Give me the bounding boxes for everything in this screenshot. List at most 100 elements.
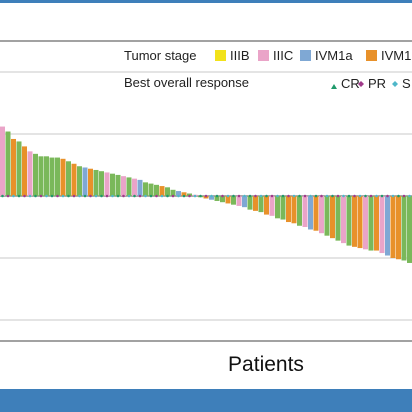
legend-stage-label: IIIC <box>273 48 293 63</box>
response-marker <box>39 194 43 198</box>
response-marker <box>23 194 26 198</box>
response-marker <box>375 194 378 198</box>
response-marker <box>12 194 15 198</box>
response-marker <box>1 194 4 198</box>
bar <box>253 196 258 211</box>
bar <box>341 196 346 244</box>
bar <box>22 146 27 196</box>
legend-response-label: CR <box>341 76 360 91</box>
response-marker <box>287 194 290 198</box>
bar <box>77 166 82 196</box>
response-marker <box>397 194 400 198</box>
response-marker <box>160 194 164 198</box>
response-marker <box>342 194 345 198</box>
response-marker <box>138 194 142 198</box>
plot-frame <box>0 40 412 342</box>
bar <box>275 196 280 219</box>
response-marker <box>166 194 169 198</box>
legend-response-label: S <box>402 76 411 91</box>
response-marker <box>105 194 109 198</box>
response-marker <box>281 194 285 198</box>
response-marker <box>149 194 153 198</box>
legend-marker <box>358 81 364 87</box>
response-marker <box>100 194 103 198</box>
bar <box>368 196 374 251</box>
bar <box>110 173 115 196</box>
response-marker <box>353 194 356 198</box>
legend-marker <box>392 81 398 87</box>
bar <box>82 167 88 196</box>
bar <box>401 196 407 261</box>
legend-marker <box>331 84 337 89</box>
bar <box>27 151 33 196</box>
response-marker <box>243 194 246 198</box>
bar <box>308 196 313 230</box>
bar <box>242 196 247 208</box>
bar <box>55 157 60 196</box>
response-marker <box>204 194 208 198</box>
bar <box>269 196 275 216</box>
response-marker <box>364 194 367 198</box>
bar <box>258 196 264 213</box>
bar <box>154 184 159 196</box>
response-marker <box>369 194 373 198</box>
legend-swatch <box>300 50 311 61</box>
bar <box>407 196 412 263</box>
bar <box>396 196 401 260</box>
bar <box>247 196 253 210</box>
bar <box>324 196 330 236</box>
response-marker <box>45 194 48 198</box>
response-marker <box>50 194 54 198</box>
response-marker <box>408 194 411 198</box>
bar <box>390 196 396 258</box>
response-marker <box>237 194 241 198</box>
legend-stage-entries: IIIB IIIC IVM1a IVM1 <box>215 48 411 63</box>
bar <box>313 196 319 231</box>
bar <box>225 196 231 204</box>
bar <box>214 196 220 201</box>
response-marker <box>215 194 219 198</box>
legend-stage-label: IIIB <box>230 48 250 63</box>
bar <box>33 153 38 196</box>
bottom-band <box>0 389 412 412</box>
bar <box>176 191 181 196</box>
bar <box>346 196 352 246</box>
response-marker <box>28 194 32 198</box>
response-marker <box>127 194 131 198</box>
response-marker <box>358 194 362 198</box>
response-marker <box>133 194 136 198</box>
bar <box>357 196 363 249</box>
response-marker <box>111 194 114 198</box>
bar <box>137 179 143 196</box>
bar <box>302 196 308 227</box>
bar <box>264 196 269 215</box>
bar <box>363 196 368 250</box>
response-marker <box>347 194 351 198</box>
bar <box>170 189 176 196</box>
response-marker <box>182 194 186 198</box>
bar <box>5 131 11 196</box>
bar <box>121 176 126 196</box>
bar <box>60 158 66 196</box>
legend-swatch <box>366 50 377 61</box>
legend: Tumor stage IIIB IIIC IVM1a IVM1 Best overa… <box>124 48 411 91</box>
bar <box>71 163 77 196</box>
response-marker <box>320 194 323 198</box>
response-marker <box>193 194 197 198</box>
bar <box>374 196 379 251</box>
bar <box>286 196 291 223</box>
legend-response-entries: CR PR S <box>331 76 411 91</box>
bar <box>379 196 385 254</box>
bar <box>181 192 187 196</box>
response-marker <box>199 194 202 198</box>
response-marker <box>259 194 263 198</box>
response-markers <box>1 194 411 198</box>
response-marker <box>17 194 21 198</box>
response-marker <box>221 194 224 198</box>
response-marker <box>188 194 191 198</box>
response-marker <box>314 194 318 198</box>
response-marker <box>380 194 384 198</box>
bar <box>66 161 71 196</box>
response-marker <box>144 194 147 198</box>
